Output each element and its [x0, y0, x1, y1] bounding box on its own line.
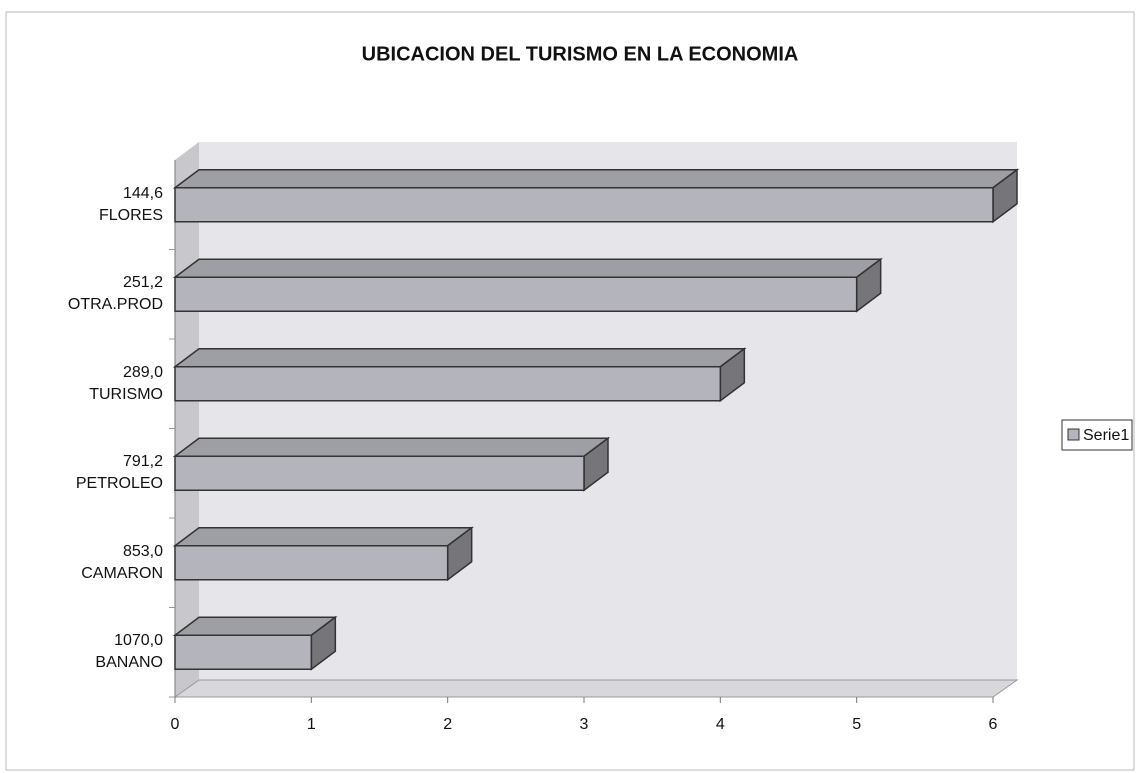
- bar-top: [172, 527, 474, 547]
- bar-top: [172, 169, 1020, 189]
- bar-front: [174, 455, 585, 491]
- bar: [172, 347, 747, 403]
- chart-title: UBICACION DEL TURISMO EN LA ECONOMIA: [362, 43, 799, 65]
- y-tick-label: 1070,0 BANANO: [95, 632, 163, 672]
- x-tick-label: 1: [307, 716, 316, 733]
- x-tick-label: 0: [171, 716, 180, 733]
- bar: [172, 257, 883, 313]
- bar-front: [174, 187, 994, 223]
- y-tick-label: 251,2 OTRA.PROD: [67, 274, 163, 314]
- x-tick-label: 3: [580, 716, 589, 733]
- bar: [172, 436, 611, 492]
- back-wall: [175, 142, 1017, 697]
- bar: [172, 526, 474, 582]
- legend-swatch: [1067, 428, 1080, 441]
- x-tick-label: 4: [716, 716, 725, 733]
- x-tick-label: 2: [443, 716, 452, 733]
- y-tick-label: 791,2 PETROLEO: [75, 453, 163, 493]
- x-tick-label: 5: [852, 716, 861, 733]
- bar: [172, 168, 1020, 224]
- x-tick-label: 6: [989, 716, 998, 733]
- y-tick-label: 289,0 TURISMO: [89, 363, 163, 403]
- side-wall: [175, 142, 199, 697]
- bar-front: [174, 545, 449, 581]
- bar-front: [174, 634, 313, 670]
- bar-top: [172, 348, 747, 368]
- bar-top: [172, 616, 338, 636]
- y-tick-label: 144,6 FLORES: [98, 184, 163, 224]
- floor: [173, 679, 1019, 698]
- bar-front: [174, 366, 722, 402]
- bar-front: [174, 276, 858, 312]
- bar-top: [172, 258, 883, 278]
- legend-label: Serie1: [1083, 427, 1129, 444]
- y-tick-label: 853,0 CAMARON: [81, 542, 163, 582]
- bar-top: [172, 437, 611, 457]
- bar: [172, 615, 338, 671]
